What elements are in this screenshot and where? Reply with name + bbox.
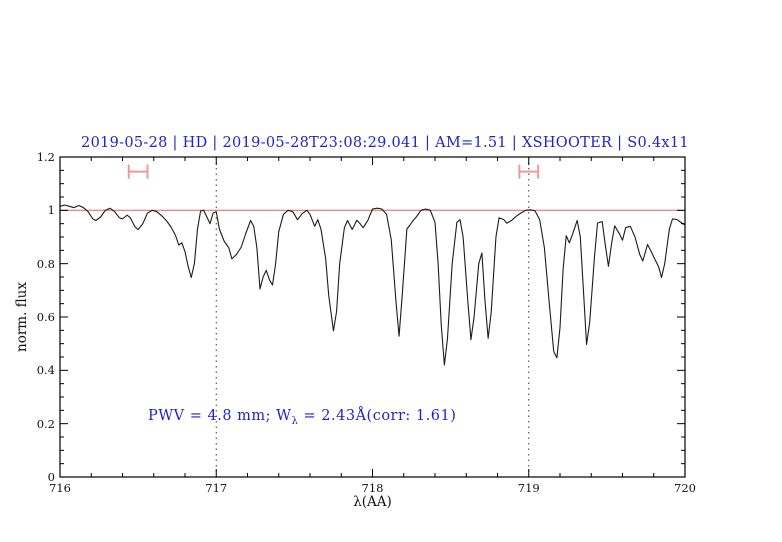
pwv-annotation-text: PWV = 4.8 mm; W bbox=[148, 408, 292, 424]
x-tick-label-717: 717 bbox=[205, 481, 228, 495]
y-tick-label-0.6: 0.6 bbox=[36, 310, 55, 324]
pwv-annotation-value: = 2.43Å(corr: 1.61) bbox=[298, 408, 457, 424]
pwv-annotation: PWV = 4.8 mm; Wλ = 2.43Å(corr: 1.61) bbox=[148, 408, 456, 427]
y-tick-label-1.2: 1.2 bbox=[36, 150, 55, 164]
axes-frame bbox=[59, 156, 686, 478]
x-tick-label-720: 720 bbox=[674, 481, 696, 495]
x-tick-label-716: 716 bbox=[49, 481, 71, 495]
x-tick-label-718: 718 bbox=[361, 481, 384, 495]
x-tick-label-719: 719 bbox=[517, 481, 540, 495]
plot-title: 2019-05-28 | HD | 2019-05-28T23:08:29.04… bbox=[81, 135, 689, 151]
y-tick-label-1: 1 bbox=[47, 203, 55, 218]
spectrum-curve bbox=[59, 204, 686, 366]
x-axis-label: λ(AA) bbox=[353, 494, 392, 510]
pwv-annotation-lambda-subscript: λ bbox=[291, 415, 299, 427]
y-tick-label-0.4: 0.4 bbox=[36, 363, 55, 378]
y-tick-label-0: 0 bbox=[47, 470, 55, 484]
y-tick-label-0.8: 0.8 bbox=[36, 256, 55, 271]
y-tick-label-0.2: 0.2 bbox=[36, 416, 55, 431]
